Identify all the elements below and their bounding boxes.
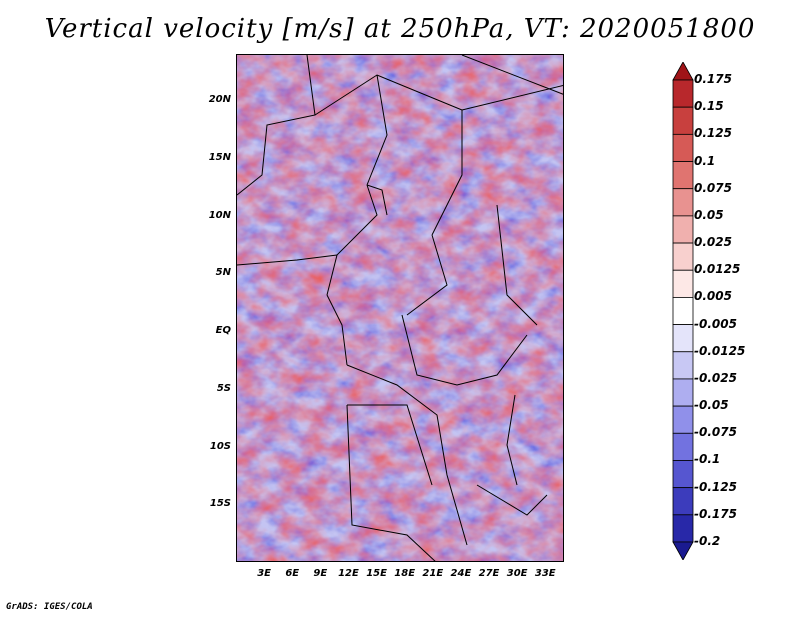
y-tick-label: 5S (216, 382, 231, 394)
colorbar-label: 0.025 (694, 235, 732, 250)
colorbar-segment (672, 62, 694, 81)
colorbar-label: 0.1 (694, 153, 716, 168)
colorbar-label: -0.005 (694, 316, 737, 331)
y-tick-label: 10N (208, 209, 231, 221)
colorbar-label: 0.175 (694, 72, 732, 86)
colorbar-label: 0.075 (694, 180, 732, 195)
x-tick-label: 12E (338, 568, 359, 579)
colorbar-label: -0.05 (694, 398, 729, 413)
field-background (237, 55, 563, 561)
colorbar-label: -0.075 (694, 425, 737, 440)
x-tick-label: 30E (506, 568, 528, 579)
country-borders (237, 55, 563, 561)
colorbar-label: 0.15 (694, 99, 724, 114)
colorbar-segment (672, 351, 694, 380)
colorbar-segment (672, 297, 694, 325)
x-tick-label: 3E (257, 568, 272, 579)
colorbar-segment (672, 432, 694, 461)
colorbar-segment (672, 242, 694, 271)
colorbar-label: -0.025 (694, 370, 737, 385)
colorbar-segment (672, 215, 694, 244)
colorbar-label: -0.2 (694, 534, 721, 548)
colorbar-segment (672, 188, 694, 217)
x-tick-label: 15E (366, 568, 387, 579)
colorbar-label: 0.125 (694, 126, 732, 141)
x-tick-label: 18E (394, 568, 416, 579)
x-tick-label: 21E (422, 568, 444, 579)
colorbar-segment (672, 133, 694, 162)
colorbar-label: -0.125 (694, 479, 737, 494)
x-tick-label: 6E (285, 568, 300, 579)
colorbar-segment (672, 460, 694, 489)
y-tick-label: 20N (208, 94, 231, 106)
x-tick-label: 9E (313, 568, 328, 579)
colorbar-label: -0.0125 (694, 343, 746, 358)
map-panel (236, 54, 564, 562)
colorbar-label: 0.05 (694, 207, 724, 222)
y-tick-label: 10S (209, 440, 231, 452)
x-tick-label: 27E (478, 568, 500, 579)
colorbar (672, 62, 694, 560)
colorbar-segment (672, 378, 694, 407)
velocity-field-map (237, 55, 563, 561)
colorbar-segment (672, 405, 694, 434)
colorbar-segment (672, 487, 694, 516)
y-tick-label: EQ (215, 325, 231, 337)
colorbar-segment (672, 514, 694, 543)
plot-title: Vertical velocity [m/s] at 250hPa, VT: 2… (44, 14, 756, 44)
y-tick-label: 15N (208, 151, 231, 163)
colorbar-label: 0.0125 (694, 262, 741, 277)
x-tick-label: 24E (450, 568, 472, 579)
colorbar-label: -0.175 (694, 506, 737, 521)
colorbar-segment (672, 269, 694, 298)
y-tick-label: 5N (215, 267, 231, 279)
colorbar-segment (672, 541, 694, 560)
colorbar-segment (672, 324, 694, 353)
colorbar-segment (672, 79, 694, 108)
colorbar-label: -0.1 (694, 452, 721, 467)
y-tick-label: 15S (209, 498, 231, 510)
colorbar-segment (672, 106, 694, 135)
x-tick-label: 33E (534, 568, 556, 579)
colorbar-label: 0.005 (694, 289, 732, 304)
grads-credit: GrADS: IGES/COLA (6, 602, 93, 612)
colorbar-segment (672, 161, 694, 190)
